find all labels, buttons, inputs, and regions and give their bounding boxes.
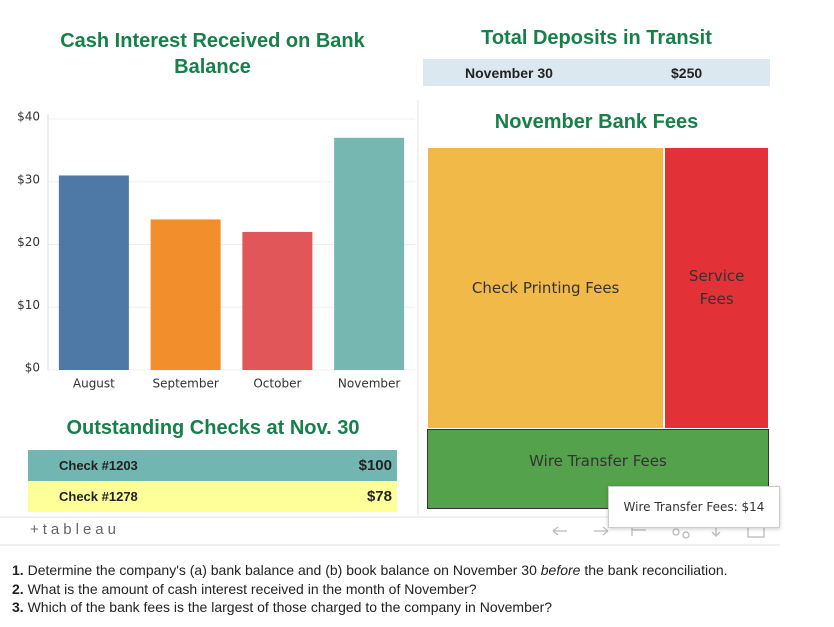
question-text: What is the amount of cash interest rece… — [27, 580, 477, 597]
bar — [58, 175, 129, 370]
tableau-logo[interactable]: +tableau — [30, 521, 120, 538]
treemap: Check Printing Fees Service Fees Wire Tran… — [427, 147, 769, 509]
tooltip: Wire Transfer Fees: $14 — [608, 486, 780, 528]
treemap-title: November Bank Fees — [494, 111, 699, 133]
bar — [334, 137, 405, 370]
table-row: Check #1278 $78 — [28, 481, 397, 512]
y-tick-label: $30 — [17, 172, 40, 186]
row-value: $250 — [671, 64, 703, 81]
y-tick-label: $0 — [25, 361, 40, 375]
question: 3. Which of the bank fees is the largest… — [12, 599, 552, 615]
y-tick-label: $20 — [17, 235, 40, 249]
x-tick-label: September — [152, 377, 218, 391]
treemap-cell: Check Printing Fees — [427, 147, 665, 429]
treemap-label: Wire Transfer Fees — [529, 451, 667, 470]
treemap-label: Check Printing Fees — [471, 278, 620, 297]
bar — [242, 231, 313, 370]
question-text: the bank reconciliation. — [580, 562, 728, 578]
question-text: Which of the bank fees is the largest of… — [27, 599, 553, 615]
treemap-label: Service Fees — [688, 266, 745, 308]
question-number: 2. — [12, 580, 24, 597]
question-text: Determine the company's (a) bank balance… — [27, 562, 541, 578]
table-row: Check #1203 $100 — [28, 450, 397, 481]
row-label: Check #1203 — [59, 458, 138, 473]
treemap-cell: Service Fees — [664, 147, 769, 429]
row-label: Check #1278 — [59, 489, 138, 504]
question: 2. What is the amount of cash interest r… — [12, 581, 477, 597]
checks-title: Outstanding Checks at Nov. 30 — [66, 417, 360, 439]
checks-table: Check #1203 $100 Check #1278 $78 — [28, 450, 397, 512]
row-label: November 30 — [465, 64, 553, 81]
row-value: $100 — [358, 457, 392, 474]
row-value: $78 — [366, 488, 392, 505]
x-tick-label: August — [73, 377, 115, 391]
table-row: November 30 $250 — [423, 59, 770, 86]
question-text: before — [540, 562, 581, 578]
question-number: 1. — [12, 562, 24, 578]
question: 1. Determine the company's (a) bank bala… — [12, 562, 728, 578]
deposits-title: Total Deposits in Transit — [481, 27, 712, 49]
y-tick-label: $10 — [17, 298, 40, 312]
deposits-table: November 30 $250 — [423, 59, 770, 86]
y-tick-label: $40 — [17, 110, 40, 124]
bar — [150, 219, 221, 370]
x-tick-label: October — [253, 377, 301, 391]
question-number: 3. — [12, 599, 24, 615]
bar-title: Cash Interest Received on Bank Balance — [60, 30, 365, 78]
x-tick-label: November — [338, 377, 400, 391]
